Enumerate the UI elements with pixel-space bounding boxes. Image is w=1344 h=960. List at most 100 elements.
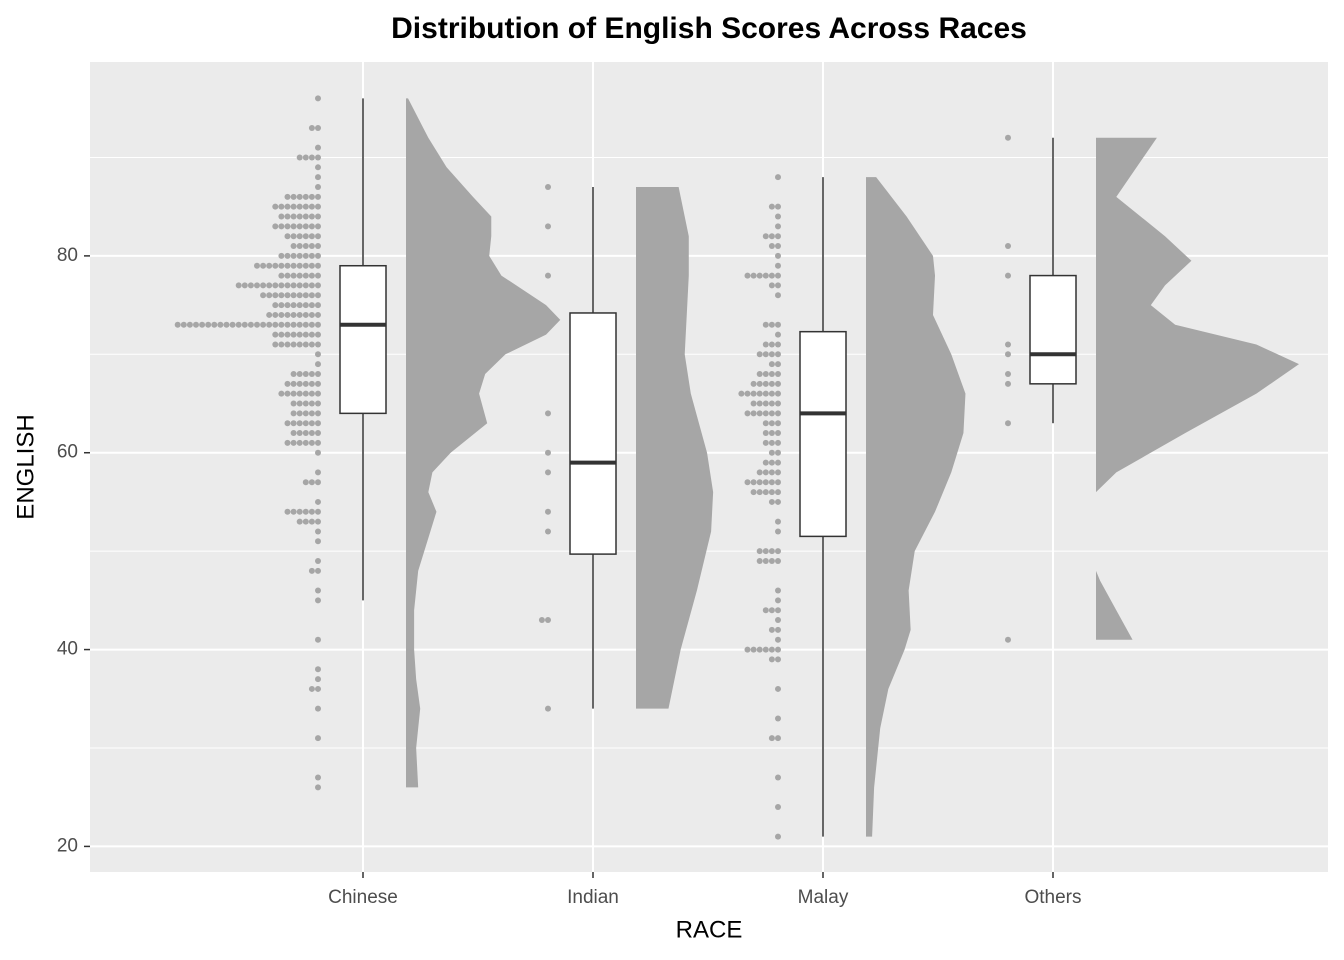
data-dot xyxy=(775,735,781,742)
data-dot xyxy=(315,164,321,171)
data-dot xyxy=(284,272,291,279)
data-dot xyxy=(762,420,769,427)
x-tick-label: Malay xyxy=(798,887,849,908)
data-dot xyxy=(284,341,291,348)
data-dot xyxy=(756,380,763,387)
data-dot xyxy=(762,459,769,466)
data-dot xyxy=(545,528,551,535)
y-tick-label: 40 xyxy=(57,639,78,660)
data-dot xyxy=(290,213,297,220)
data-dot xyxy=(545,469,551,476)
data-dot xyxy=(254,262,260,269)
data-dot xyxy=(775,420,781,427)
data-dot xyxy=(302,193,309,200)
data-dot xyxy=(750,410,757,417)
data-dot xyxy=(315,685,321,692)
data-dot xyxy=(302,262,309,269)
data-dot xyxy=(308,518,315,525)
data-dot xyxy=(296,233,303,240)
data-dot xyxy=(315,774,321,781)
data-dot xyxy=(775,351,781,358)
data-dot xyxy=(768,735,775,742)
data-dot xyxy=(315,302,321,309)
data-dot xyxy=(768,272,775,279)
data-dot xyxy=(756,548,763,555)
data-dot xyxy=(308,252,315,259)
data-dot xyxy=(278,203,285,210)
data-dot xyxy=(315,469,321,476)
data-dot xyxy=(308,400,315,407)
data-dot xyxy=(205,321,212,328)
data-dot xyxy=(768,361,775,368)
data-dot xyxy=(545,705,551,712)
data-dot xyxy=(284,252,291,259)
data-dot xyxy=(315,676,321,683)
data-dot xyxy=(284,292,291,299)
data-dot xyxy=(296,420,303,427)
data-dot xyxy=(775,400,781,407)
data-dot xyxy=(762,233,769,240)
data-dot xyxy=(254,282,260,289)
data-dot xyxy=(768,390,775,397)
data-dot xyxy=(756,351,763,358)
data-dot xyxy=(290,311,297,318)
box xyxy=(1029,274,1077,385)
data-dot xyxy=(308,262,315,269)
data-dot xyxy=(260,262,267,269)
data-dot xyxy=(315,183,321,190)
data-dot xyxy=(296,341,303,348)
data-dot xyxy=(768,498,775,505)
box xyxy=(569,312,617,555)
data-dot xyxy=(545,183,551,190)
data-dot xyxy=(284,203,291,210)
data-dot xyxy=(315,784,321,791)
data-dot xyxy=(296,282,303,289)
data-dot xyxy=(775,370,781,377)
data-dot xyxy=(750,380,757,387)
data-dot xyxy=(308,292,315,299)
data-dot xyxy=(315,380,321,387)
data-dot xyxy=(768,410,775,417)
data-dot xyxy=(296,321,303,328)
data-dot xyxy=(290,430,297,437)
data-dot xyxy=(756,272,763,279)
data-dot xyxy=(315,370,321,377)
data-dot xyxy=(775,361,781,368)
data-dot xyxy=(768,420,775,427)
data-dot xyxy=(290,193,297,200)
data-dot xyxy=(762,410,769,417)
data-dot xyxy=(284,439,291,446)
data-dot xyxy=(284,282,291,289)
data-dot xyxy=(762,557,769,564)
data-dot xyxy=(750,489,757,496)
data-dot xyxy=(315,213,321,220)
data-dot xyxy=(315,538,321,545)
data-dot xyxy=(284,331,291,338)
data-dot xyxy=(247,321,254,328)
data-dot xyxy=(775,685,781,692)
data-dot xyxy=(315,282,321,289)
data-dot xyxy=(302,282,309,289)
data-dot xyxy=(266,311,273,318)
data-dot xyxy=(278,331,285,338)
data-dot xyxy=(768,557,775,564)
data-dot xyxy=(744,646,751,653)
data-dot xyxy=(296,380,303,387)
data-dot xyxy=(775,262,781,269)
data-dot xyxy=(315,331,321,338)
data-dot xyxy=(296,331,303,338)
data-dot xyxy=(538,617,545,624)
data-dot xyxy=(1005,272,1011,279)
data-dot xyxy=(768,459,775,466)
data-dot xyxy=(768,341,775,348)
data-dot xyxy=(756,489,763,496)
data-dot xyxy=(775,617,781,624)
data-dot xyxy=(302,508,309,515)
data-dot xyxy=(775,548,781,555)
data-dot xyxy=(284,380,291,387)
data-dot xyxy=(315,597,321,604)
data-dot xyxy=(775,449,781,456)
data-dot xyxy=(290,380,297,387)
data-dot xyxy=(315,636,321,643)
data-dot xyxy=(750,272,757,279)
